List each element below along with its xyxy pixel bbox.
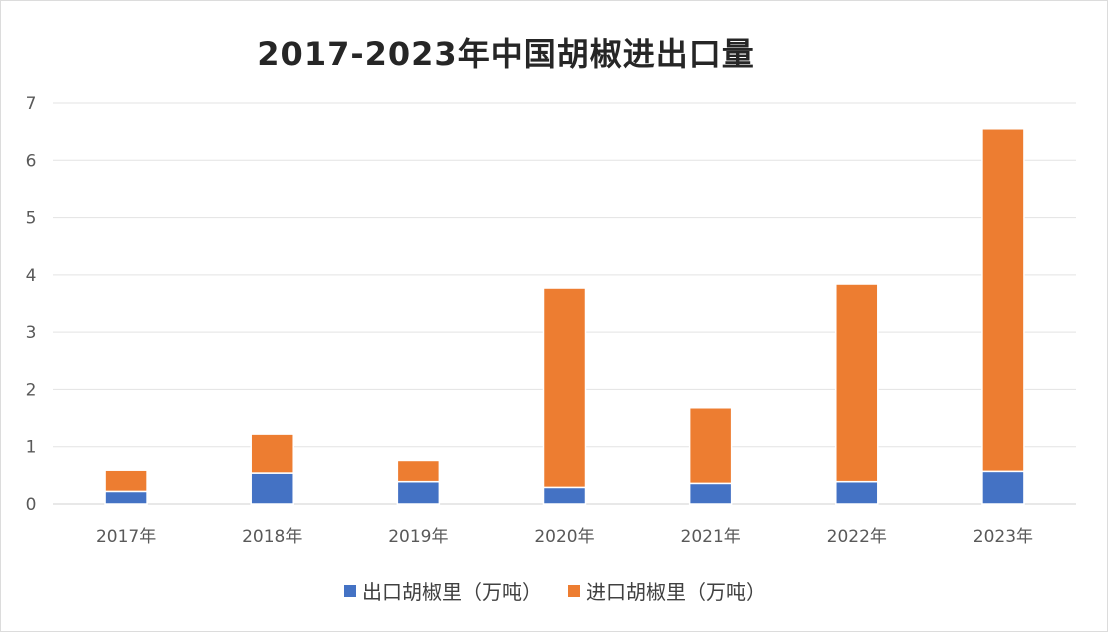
bar-import (835, 283, 879, 483)
bar-import (688, 407, 733, 485)
y-tick-label: 5 (26, 209, 37, 229)
y-tick-label: 6 (26, 151, 37, 171)
legend-label-export: 出口胡椒里（万吨） (362, 580, 542, 604)
legend-swatch-export (344, 584, 356, 597)
y-tick-label: 3 (26, 323, 37, 343)
x-tick-label: 2019年 (388, 527, 448, 547)
y-tick-label: 0 (26, 495, 37, 515)
y-tick-label: 7 (26, 94, 37, 114)
legend-label-import: 进口胡椒里（万吨） (586, 580, 766, 604)
bar-export (104, 490, 148, 505)
bar-export (835, 480, 879, 505)
y-tick-label: 1 (26, 438, 37, 458)
x-tick-label: 2020年 (534, 527, 594, 547)
chart-legend: 出口胡椒里（万吨） 进口胡椒里（万吨） (1, 576, 1108, 605)
y-tick-label: 2 (26, 380, 37, 400)
bar-import (250, 433, 294, 474)
bar-export (981, 470, 1025, 505)
x-tick-label: 2017年 (96, 527, 156, 547)
legend-swatch-import (568, 584, 580, 597)
y-tick-label: 4 (26, 266, 37, 286)
bar-import (542, 287, 587, 489)
bar-import (981, 128, 1025, 473)
x-tick-label: 2021年 (681, 527, 741, 547)
x-tick-label: 2018年 (242, 527, 302, 547)
bar-export (688, 482, 733, 505)
bar-import (104, 469, 148, 493)
legend-item-export: 出口胡椒里（万吨） (344, 576, 542, 605)
bar-export (250, 472, 294, 505)
chart-title: 2017-2023年中国胡椒进出口量 (257, 35, 755, 73)
bar-export (396, 480, 441, 505)
bar-import (396, 459, 441, 483)
legend-item-import: 进口胡椒里（万吨） (568, 576, 766, 605)
bar-export (542, 486, 587, 505)
x-tick-label: 2022年 (827, 527, 887, 547)
x-tick-label: 2023年 (973, 527, 1033, 547)
